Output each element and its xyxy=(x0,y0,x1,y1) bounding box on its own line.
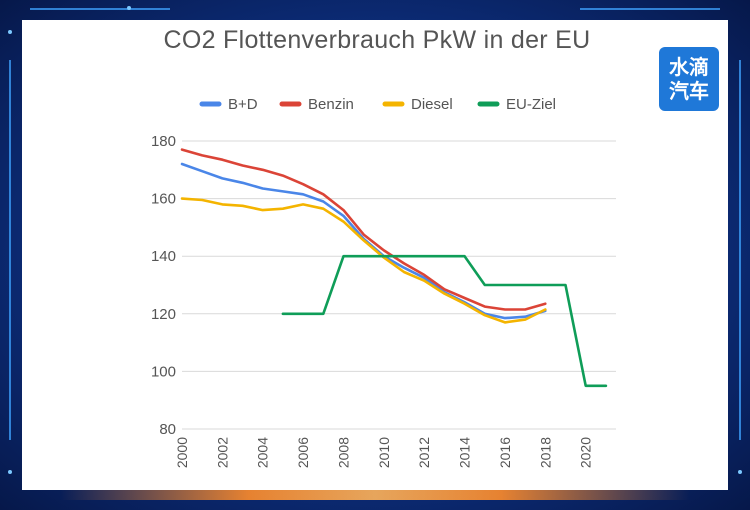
legend-label-diesel: Diesel xyxy=(411,96,453,113)
frame-dot xyxy=(8,30,12,34)
x-tick-label-2018: 2018 xyxy=(537,437,553,468)
series-line-benzin xyxy=(180,148,547,311)
x-tick-label-2000: 2000 xyxy=(174,437,190,468)
legend-label-eu-ziel: EU-Ziel xyxy=(506,96,556,113)
y-tick-label-160: 160 xyxy=(151,191,176,208)
frame-dot xyxy=(8,470,12,474)
x-tick-label-2016: 2016 xyxy=(497,437,513,468)
brand-logo: 水滴 汽车 xyxy=(659,47,719,111)
x-tick-label-2002: 2002 xyxy=(214,437,230,468)
x-tick-label-2008: 2008 xyxy=(335,437,351,468)
chart-title: CO2 Flottenverbrauch PkW in der EU xyxy=(163,26,591,54)
y-tick-label-120: 120 xyxy=(151,306,176,323)
bottom-glow xyxy=(60,490,690,500)
x-tick-label-2006: 2006 xyxy=(295,437,311,468)
frame-line-top-left xyxy=(30,8,170,10)
y-tick-label-180: 180 xyxy=(151,133,176,150)
x-tick-label-2014: 2014 xyxy=(457,437,473,468)
frame-dot xyxy=(738,470,742,474)
y-tick-label-100: 100 xyxy=(151,363,176,380)
brand-logo-line2: 汽车 xyxy=(669,79,709,103)
y-tick-label-140: 140 xyxy=(151,248,176,265)
series-line-eu-ziel xyxy=(281,254,608,388)
x-tick-label-2012: 2012 xyxy=(416,437,432,468)
x-tick-label-2004: 2004 xyxy=(255,437,271,468)
frame-line-top-right xyxy=(580,8,720,10)
legend-label-benzin: Benzin xyxy=(308,96,354,113)
x-tick-label-2010: 2010 xyxy=(376,437,392,468)
y-tick-label-80: 80 xyxy=(159,421,176,438)
series-line-diesel xyxy=(180,197,547,324)
frame-line-left xyxy=(9,60,11,440)
legend-label-b-d: B+D xyxy=(228,96,258,113)
frame-line-right xyxy=(739,60,741,440)
frame-dot xyxy=(127,6,131,10)
brand-logo-line1: 水滴 xyxy=(669,55,709,79)
x-tick-label-2020: 2020 xyxy=(578,437,594,468)
